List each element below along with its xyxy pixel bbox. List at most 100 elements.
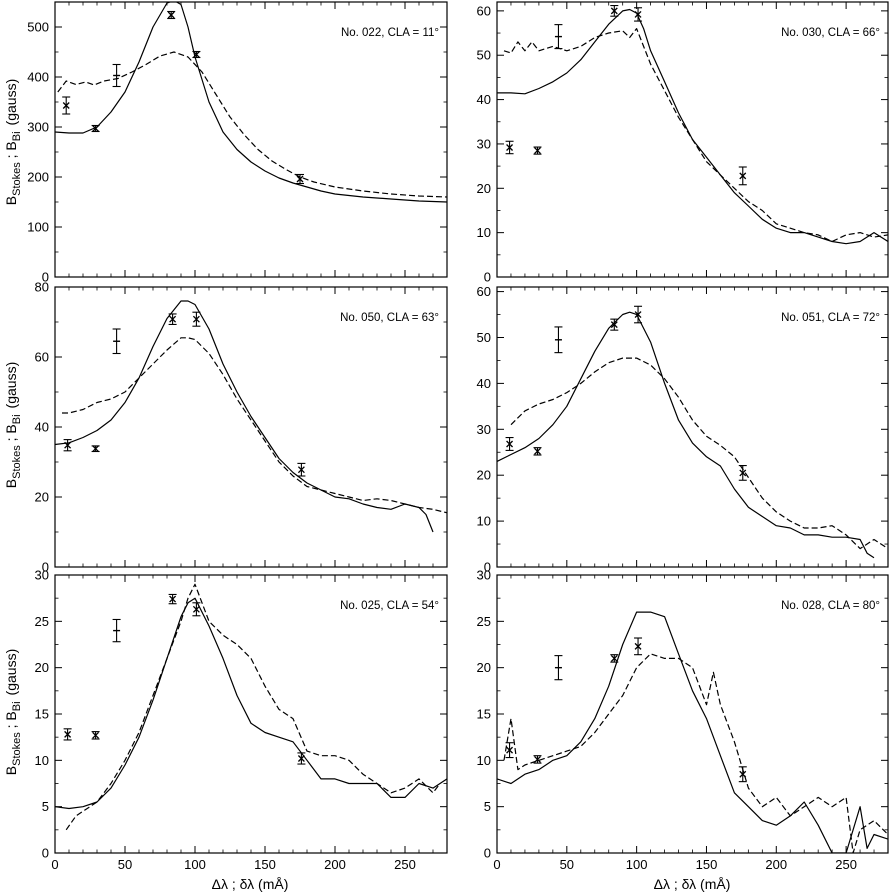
chart-panel-2: 0 10 20 30 40 50 60 No. 030, CLA = 66°: [477, 1, 889, 285]
y-tick-label: 30: [35, 568, 49, 583]
y-tick-label: 60: [477, 3, 491, 18]
plot-frame: [54, 1, 448, 278]
data-point: [505, 140, 514, 155]
marker-x: [92, 125, 100, 132]
chart-panel-1: 0 100 200 300 400 500 No. 022, CLA = 11°: [27, 1, 448, 285]
y-tick-label: 0: [484, 560, 491, 575]
data-point: [91, 731, 100, 740]
series-solid-line: [497, 8, 888, 245]
marker-x: [610, 7, 618, 15]
y-tick-label: 50: [477, 48, 491, 63]
x-tick-label: 200: [324, 857, 346, 872]
chart-panel-3: 0 20 40 60 80 No. 050, CLA = 63°: [35, 280, 448, 575]
series-solid-line: [55, 597, 447, 810]
y-tick-label: 15: [35, 707, 49, 722]
panel-title: No. 050, CLA = 63°: [340, 312, 439, 324]
data-point: [554, 24, 563, 50]
series-dashed-line: [503, 653, 888, 853]
panel-title: No. 028, CLA = 80°: [781, 600, 880, 612]
marker-x: [506, 746, 514, 754]
y-tick-label: 10: [477, 753, 491, 768]
data-point: [738, 465, 747, 481]
x-tick-label: 0: [493, 857, 500, 872]
chart-panel-5: 0 50 100 150 200 250 0 5 10 15 20 25 30 No. 025, CLA …: [35, 568, 448, 872]
data-point: [533, 146, 542, 155]
data-point: [738, 166, 747, 186]
y-axis-label-row2: BStokes ; BBi(gauss): [3, 362, 23, 488]
data-point: [168, 593, 177, 605]
panel-title: No. 051, CLA = 72°: [781, 312, 880, 324]
data-point: [634, 637, 643, 656]
series-dashed-line: [503, 28, 888, 243]
x-axis-label-right: Δλ ; δλ (mÅ): [654, 876, 731, 892]
marker-x: [167, 11, 175, 19]
marker-x: [739, 770, 747, 778]
data-point: [192, 311, 201, 327]
x-tick-label: 100: [626, 857, 648, 872]
marker-x: [506, 144, 514, 151]
marker-x: [64, 441, 72, 449]
marker-x: [739, 172, 747, 180]
plot-frame: [496, 574, 889, 854]
data-point: [634, 305, 643, 324]
y-tick-label: 20: [35, 660, 49, 675]
series-dashed-line: [62, 337, 447, 514]
y-tick-label: 400: [27, 70, 49, 85]
y-axis-label-row1: BStokes ; BBi(gauss): [3, 79, 23, 205]
y-tick-label: 20: [477, 468, 491, 483]
marker-x: [192, 315, 200, 323]
marker-x: [297, 755, 305, 762]
y-tick-label: 10: [477, 225, 491, 240]
y-tick-label: 5: [42, 799, 49, 814]
plot-frame: [496, 286, 889, 568]
panel-title: No. 025, CLA = 54°: [340, 600, 439, 612]
data-point: [112, 618, 121, 643]
series-group: [55, 583, 447, 831]
series-solid-line: [55, 300, 434, 533]
series-group: [55, 2, 447, 203]
marker-x: [506, 440, 514, 448]
marker-x: [192, 605, 200, 613]
y-tick-label: 40: [477, 92, 491, 107]
y-tick-label: 60: [35, 350, 49, 365]
y-tick-label: 200: [27, 170, 49, 185]
data-point: [554, 655, 563, 681]
y-tick-label: 100: [27, 220, 49, 235]
y-tick-label: 10: [35, 753, 49, 768]
chart-panel-6: 0 50 100 150 200 250 0 5 10 15 20 25 30 No. 028, CLA …: [477, 568, 889, 872]
data-point: [297, 462, 306, 477]
data-point: [62, 96, 71, 115]
data-point: [610, 4, 619, 17]
marker-x: [534, 147, 541, 155]
series-dashed-line: [57, 51, 447, 198]
data-point: [63, 439, 72, 452]
y-axis-label-row3: BStokes ; BBi(gauss): [3, 649, 23, 775]
data-point: [610, 318, 619, 331]
data-point: [610, 654, 619, 663]
y-tick-label: 0: [484, 846, 491, 861]
panel-title: No. 022, CLA = 11°: [341, 27, 439, 39]
data-point: [168, 313, 177, 326]
x-tick-label: 150: [254, 857, 276, 872]
series-solid-line: [497, 311, 875, 559]
x-tick-label: 150: [696, 857, 718, 872]
data-point: [505, 742, 514, 759]
marker-x: [610, 321, 618, 329]
data-point: [112, 328, 121, 355]
data-point: [112, 63, 121, 88]
y-tick-label: 80: [35, 280, 49, 295]
marker-x: [92, 445, 100, 453]
marker-x: [739, 469, 747, 477]
marker-x: [297, 466, 305, 474]
y-tick-label: 25: [35, 614, 49, 629]
y-tick-label: 5: [484, 799, 491, 814]
data-point: [63, 728, 72, 741]
x-tick-label: 250: [394, 857, 416, 872]
marker-x: [92, 731, 100, 739]
marker-x: [296, 175, 304, 183]
data-point: [167, 10, 176, 20]
panel-title: No. 030, CLA = 66°: [781, 27, 880, 39]
series-dashed-line: [65, 583, 441, 831]
y-tick-label: 30: [477, 136, 491, 151]
